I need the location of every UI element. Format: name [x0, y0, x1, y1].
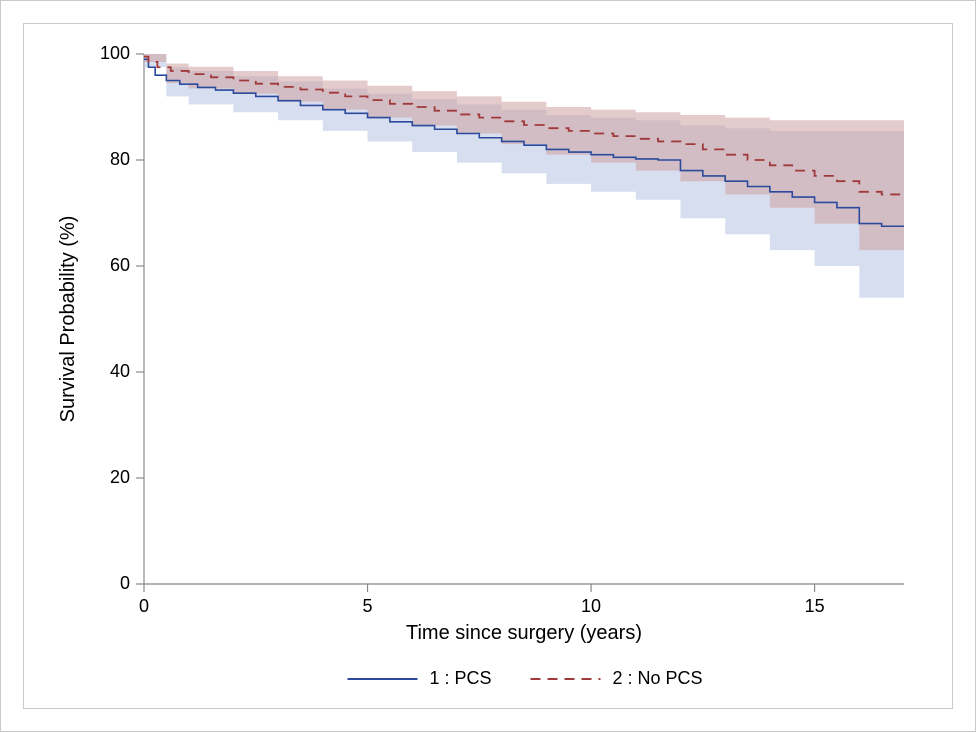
- y-tick-label: 40: [110, 361, 130, 381]
- x-tick-label: 15: [805, 596, 825, 616]
- x-tick-label: 0: [139, 596, 149, 616]
- y-tick-label: 0: [120, 573, 130, 593]
- legend-label-pcs: 1 : PCS: [430, 668, 492, 688]
- chart-outer-frame: 0 20 40 60 80 100 0 5 10 15 Survival Probability (…: [0, 0, 976, 732]
- y-axis-label: Survival Probability (%): [57, 216, 79, 423]
- x-axis-label: Time since surgery (years): [406, 622, 642, 644]
- survival-chart: 0 20 40 60 80 100 0 5 10 15 Survival Probability (…: [24, 24, 952, 708]
- chart-inner-frame: 0 20 40 60 80 100 0 5 10 15 Survival Probability (…: [23, 23, 953, 709]
- x-tick-label: 10: [581, 596, 601, 616]
- x-tick-label: 5: [363, 596, 373, 616]
- y-tick-label: 80: [110, 149, 130, 169]
- legend-label-no-pcs: 2 : No PCS: [613, 668, 703, 688]
- y-tick-label: 20: [110, 467, 130, 487]
- y-tick-label: 60: [110, 255, 130, 275]
- y-tick-label: 100: [100, 43, 130, 63]
